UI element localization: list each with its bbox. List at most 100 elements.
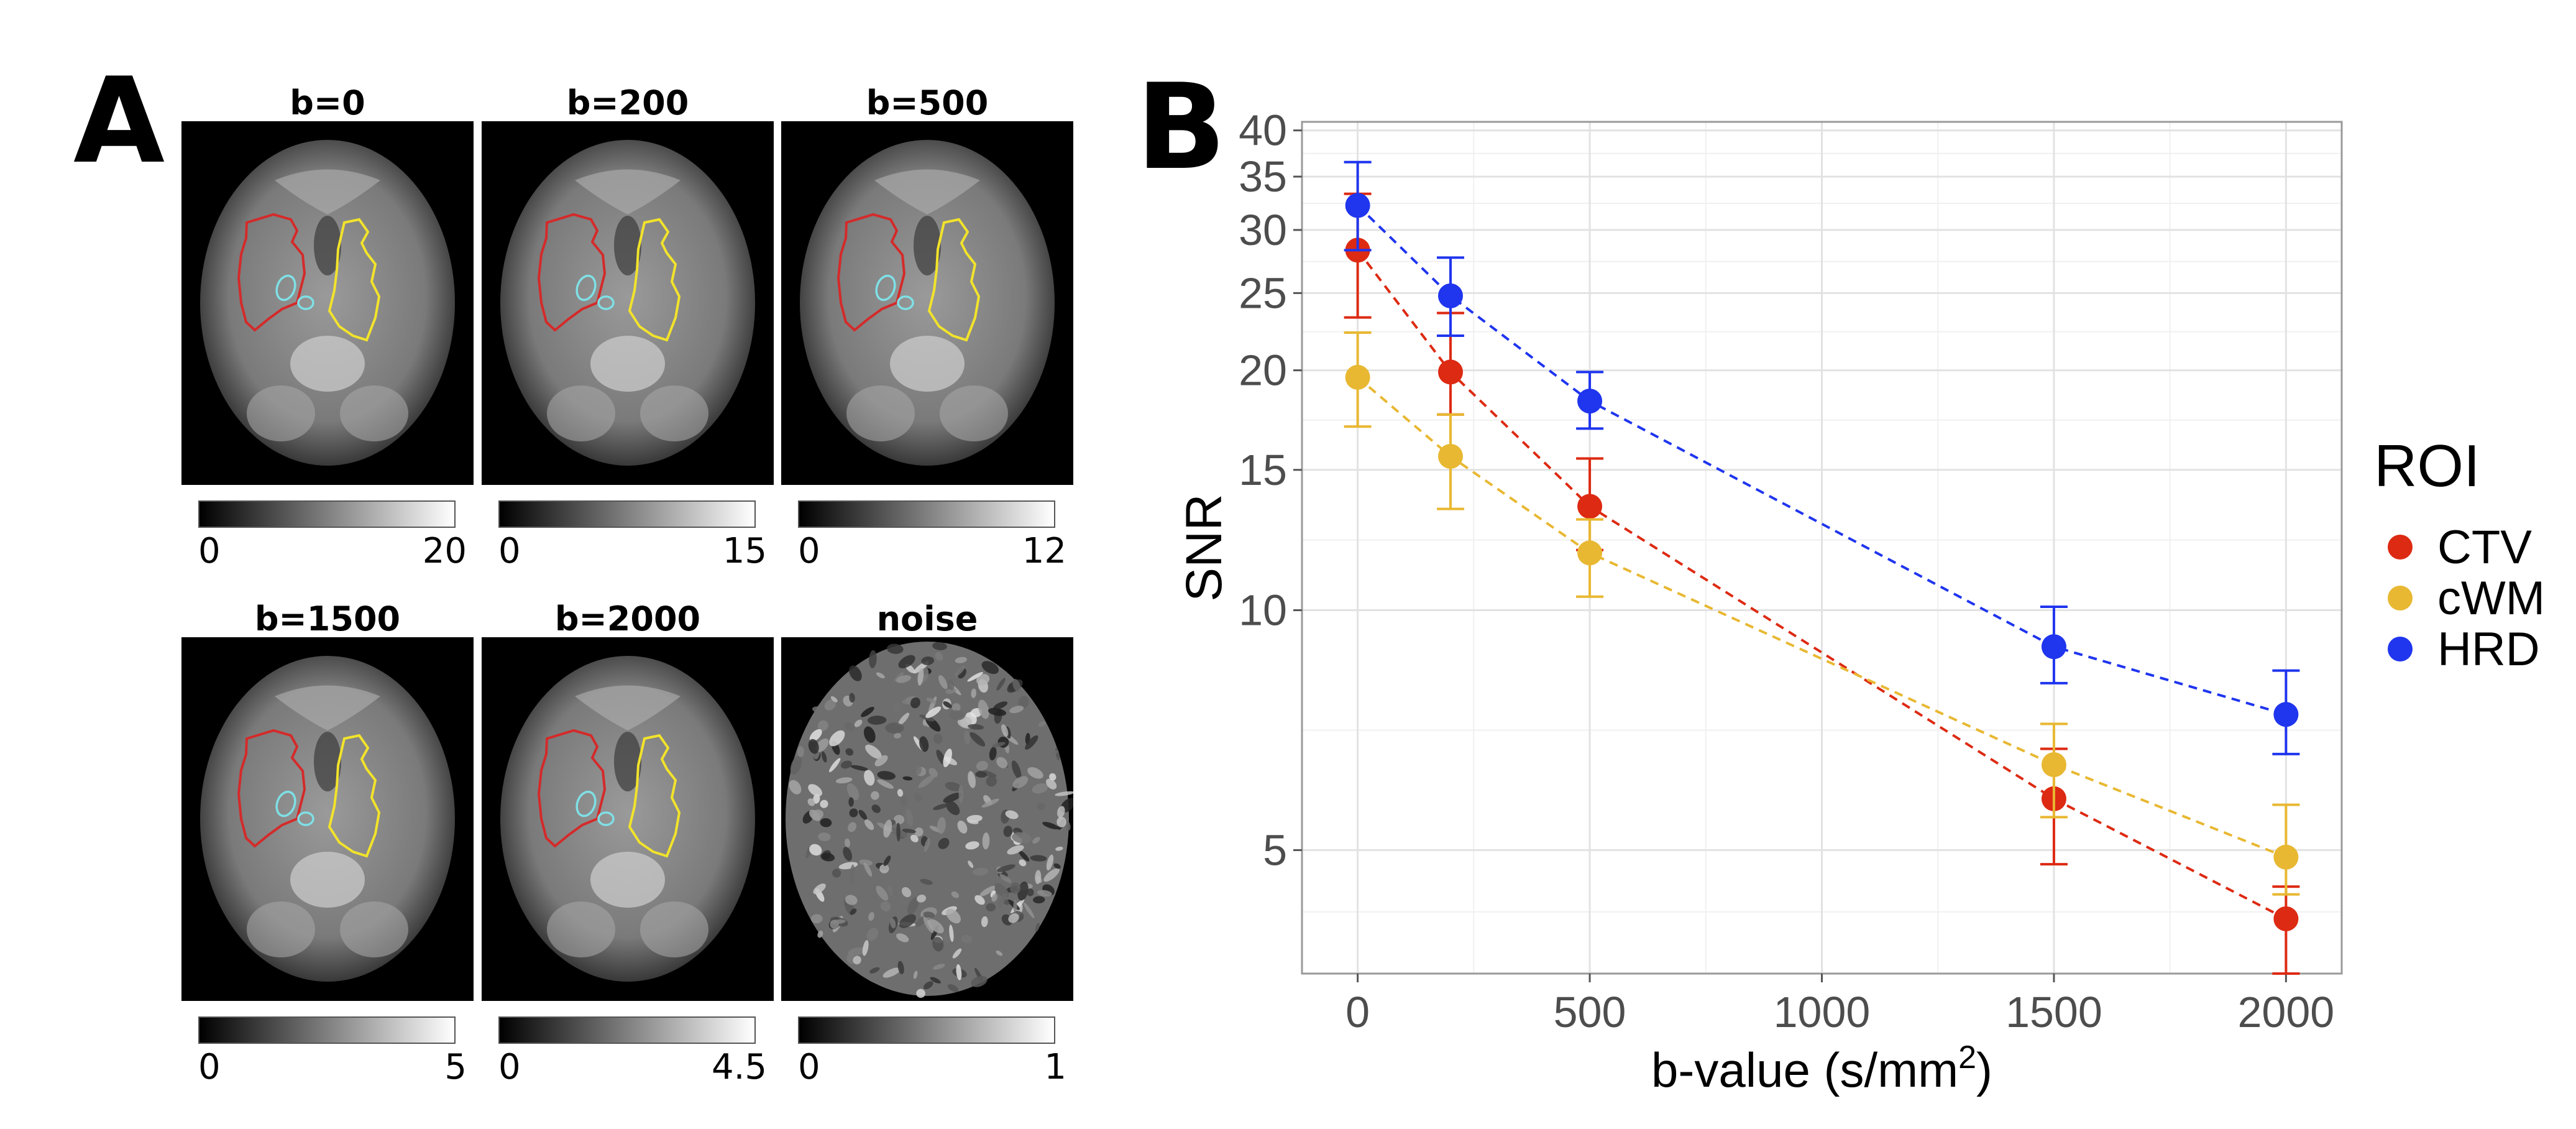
noise-speck [899, 914, 916, 928]
ctv-contour [537, 213, 607, 332]
noise-speck [1009, 706, 1024, 714]
x-tick-label: 1500 [2005, 988, 2102, 1036]
noise-speck [956, 964, 962, 980]
hrd-contour [275, 274, 296, 302]
noise-speck [812, 706, 827, 714]
cwm-contour [628, 218, 681, 342]
x-tick-label: 1000 [1774, 988, 1871, 1036]
noise-speck [996, 678, 1006, 691]
cwm-contour [328, 218, 381, 342]
noise-speck [871, 791, 879, 800]
noise-speck [976, 760, 988, 771]
noise-speck [790, 755, 802, 775]
data-point [2273, 844, 2299, 870]
data-point [1577, 540, 1603, 566]
noise-speck [845, 895, 858, 905]
ctv-contour [537, 729, 607, 848]
noise-speck [824, 699, 836, 711]
brain-title: noise [876, 599, 978, 638]
y-tick-label: 35 [1239, 152, 1287, 201]
ctv-contour [237, 213, 306, 332]
noise-speck [865, 744, 882, 759]
noise-speck [1013, 900, 1017, 913]
noise-speck [938, 675, 948, 689]
noise-speck [951, 891, 960, 898]
colorbar: 0 4.5 [498, 1016, 767, 1097]
noise-speck [999, 874, 1012, 883]
noise-speck [937, 817, 946, 834]
noise-speck [876, 885, 889, 901]
noise-speck [1046, 854, 1054, 871]
noise-speck [997, 893, 1007, 908]
noise-speck [862, 940, 869, 956]
midbrain-region [590, 336, 665, 392]
frontal-region [575, 685, 681, 730]
colorbar-min-label: 0 [498, 531, 521, 571]
brain-image-b1500 [181, 637, 474, 1001]
noise-speck [879, 864, 889, 873]
noise-speck [943, 701, 952, 708]
brain-title: b=0 [290, 83, 365, 122]
legend-label-hrd: HRD [2437, 623, 2540, 676]
noise-speck [933, 733, 943, 744]
noise-speck [849, 864, 855, 884]
noise-speck [808, 739, 819, 754]
noise-speck [846, 783, 859, 801]
noise-speck [883, 819, 892, 838]
noise-speck [829, 758, 841, 773]
noise-speck [943, 749, 952, 767]
cerebellum-left [247, 385, 315, 441]
frontal-region [275, 169, 380, 214]
noise-speck [887, 884, 893, 896]
noise-speck [809, 844, 822, 856]
noise-speck [850, 908, 857, 915]
x-axis-title: b-value (s/mm2) [1651, 1039, 1992, 1097]
noise-speck [982, 832, 990, 850]
noise-speck [952, 948, 962, 959]
noise-speck [820, 800, 828, 808]
noise-speck [809, 729, 822, 742]
noise-speck [925, 706, 942, 718]
colorbar: 0 12 [798, 500, 1066, 581]
noise-speck [991, 893, 997, 902]
noise-speck [973, 867, 989, 876]
noise-speck [948, 710, 965, 721]
noise-speck [1037, 890, 1052, 897]
brain-image-b2000 [482, 637, 774, 1001]
y-tick-label: 10 [1239, 586, 1287, 635]
legend-marker-ctv [2388, 535, 2413, 560]
cerebellum-right [340, 385, 408, 441]
ventricle [314, 216, 341, 275]
ventricle [314, 732, 341, 791]
brain-scan-drawing [800, 140, 1055, 466]
brain-image-b500 [781, 121, 1073, 485]
noise-speck [832, 869, 841, 878]
midbrain-region [290, 852, 365, 908]
noise-speck [986, 775, 997, 787]
noise-speck [1032, 837, 1040, 844]
brain-scan-drawing [500, 656, 755, 982]
noise-speck [969, 732, 986, 747]
noise-speck [1030, 855, 1047, 862]
legend-title: ROI [2374, 433, 2480, 499]
noise-speck [835, 777, 853, 784]
hrd-contour [275, 790, 296, 818]
noise-speck [915, 765, 922, 775]
noise-speck [923, 981, 933, 990]
frontal-region [874, 169, 980, 214]
noise-speck [844, 838, 851, 848]
noise-speck [981, 916, 988, 928]
noise-image [781, 637, 1073, 1001]
noise-speck [897, 961, 904, 975]
noise-speck [882, 967, 901, 978]
noise-speck [910, 697, 920, 709]
noise-speck [979, 885, 996, 896]
midbrain-region [890, 336, 965, 392]
noise-speck [849, 693, 855, 703]
noise-speck [914, 793, 922, 802]
noise-speck [830, 696, 838, 703]
noise-speck [845, 722, 855, 732]
cwm-contour [628, 734, 681, 858]
brain-image-b200 [482, 121, 774, 485]
